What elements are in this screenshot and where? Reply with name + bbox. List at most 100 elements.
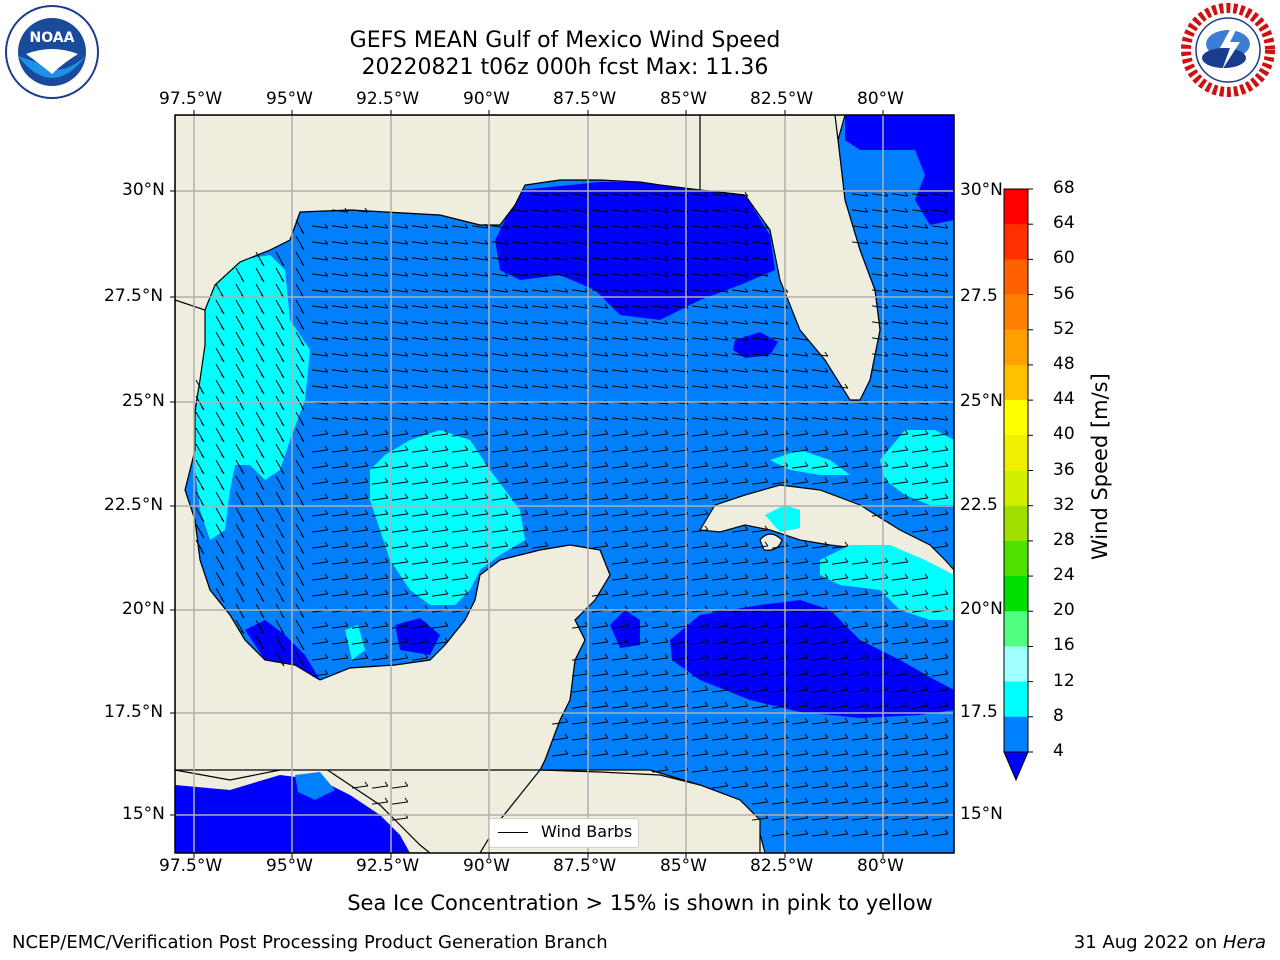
wind-barb-flag [744, 207, 749, 213]
map-legend: Wind Barbs [489, 818, 639, 848]
wind-barb [892, 417, 908, 421]
wind-barb-flag [504, 509, 509, 515]
wind-barb-flag [364, 335, 369, 341]
wind-barb [712, 385, 728, 389]
wind-barb [652, 209, 668, 213]
wind-barb [532, 305, 548, 309]
wind-barb-flag [200, 453, 205, 459]
wind-barb-flag [764, 223, 769, 229]
wind-barb-flag [824, 797, 829, 803]
wind-barb [832, 801, 848, 805]
colorbar-segment [1004, 470, 1028, 507]
wind-barb-flag [884, 749, 889, 755]
wind-barb [912, 753, 928, 757]
colorbar-tick-label: 4 [1053, 741, 1064, 761]
wind-barb [432, 625, 448, 629]
wind-barb [572, 481, 588, 485]
wind-barb [932, 193, 948, 197]
wind-barb [852, 705, 868, 709]
wind-barb [372, 593, 388, 597]
wind-barb-flag [260, 373, 265, 379]
wind-barb [872, 577, 888, 581]
wind-barb [752, 625, 768, 629]
wind-barb [692, 705, 708, 709]
wind-barb-flag [844, 621, 849, 627]
wind-barb [312, 417, 328, 421]
wind-barb [752, 257, 768, 261]
wind-barb-flag [704, 493, 709, 499]
wind-barb [712, 641, 728, 645]
wind-barb-flag [424, 271, 429, 277]
lat-label-right: 15°N [960, 804, 1003, 824]
wind-barb [872, 769, 888, 773]
wind-barb-flag [944, 525, 949, 531]
wind-barb [512, 209, 528, 213]
wind-barb [852, 689, 868, 693]
wind-barb [492, 449, 508, 453]
wind-barb-flag [504, 461, 509, 467]
wind-barb-flag [944, 319, 949, 325]
wind-barb [932, 353, 948, 357]
wind-barb [892, 241, 908, 245]
wind-barb-flag [744, 239, 749, 245]
wind-barb [692, 769, 708, 773]
wind-barb-flag [704, 351, 709, 357]
wind-barb [632, 753, 648, 757]
wind-barb [832, 593, 848, 597]
wind-barb-flag [564, 415, 569, 421]
wind-barb [312, 289, 328, 293]
wind-barb-flag [664, 271, 669, 277]
colorbar-segment [1004, 540, 1028, 577]
wind-barb [832, 785, 848, 789]
wind-barb-flag [884, 685, 889, 691]
wind-barb [412, 593, 428, 597]
wind-barb-flag [764, 415, 769, 421]
wind-barb [652, 737, 668, 741]
wind-barb-flag [824, 829, 829, 835]
wind-barb-flag [404, 509, 409, 515]
wind-barb [612, 593, 628, 597]
wind-barb-flag [944, 653, 949, 659]
wind-barb-flag [464, 367, 469, 373]
wind-barb-flag [864, 573, 869, 579]
wind-barb-flag [200, 517, 205, 523]
wind-barb-flag [764, 255, 769, 261]
wind-barb-flag [724, 335, 729, 341]
wind-barb-flag [704, 255, 709, 261]
wind-barb-flag [564, 367, 569, 373]
wind-barb [592, 273, 608, 277]
wind-barb-flag [260, 341, 265, 347]
wind-barb-flag [704, 557, 709, 563]
wind-barb-flag [464, 493, 469, 499]
wind-barb-flag [504, 525, 509, 531]
wind-barb-flag [884, 271, 889, 277]
wind-barb [392, 241, 408, 245]
wind-barb-flag [724, 573, 729, 579]
wind-barb [912, 785, 928, 789]
wind-barb-flag [604, 287, 609, 293]
wind-barb-flag [544, 509, 549, 515]
wind-barb-flag [864, 223, 869, 229]
wind-barb-flag [724, 223, 729, 229]
wind-barb [472, 481, 488, 485]
wind-barb [512, 353, 528, 357]
wind-barb-flag [904, 383, 909, 389]
wind-barb [372, 321, 388, 325]
wind-barb-flag [724, 287, 729, 293]
wind-barb-flag [280, 341, 285, 347]
wind-barb [812, 801, 828, 805]
wind-barb-flag [364, 367, 369, 373]
wind-barb [692, 577, 708, 581]
wind-barb-flag [944, 701, 949, 707]
wind-barb [812, 833, 828, 837]
lon-label-bottom: 87.5°W [553, 856, 617, 876]
wind-barb [872, 353, 888, 357]
wind-barb-flag [764, 429, 769, 435]
wind-barb [332, 641, 348, 645]
wind-barb-flag [704, 589, 709, 595]
wind-barb-flag [464, 605, 469, 611]
wind-barb [852, 433, 868, 437]
wind-barb-flag [564, 461, 569, 467]
wind-barb [792, 481, 808, 485]
wind-barb-flag [384, 367, 389, 373]
